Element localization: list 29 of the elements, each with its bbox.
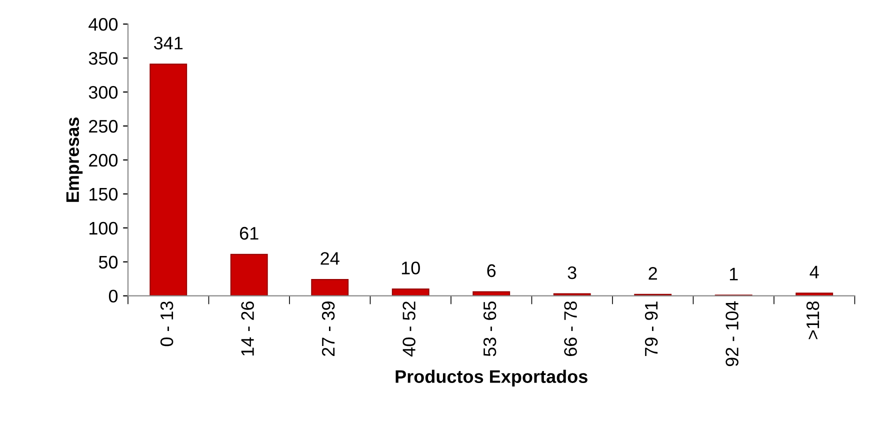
y-tick-label: 300 bbox=[88, 86, 118, 99]
x-tick-label: 14 - 26 bbox=[241, 301, 254, 356]
x-tick-label: 79 - 91 bbox=[644, 302, 658, 356]
data-label: 341 bbox=[154, 36, 183, 50]
y-tick-label: 250 bbox=[89, 120, 118, 133]
y-tick-label: 400 bbox=[88, 18, 118, 31]
x-tick-label: 27 - 39 bbox=[322, 302, 335, 356]
x-tick-label: 53 - 65 bbox=[483, 301, 496, 356]
x-axis-title: Productos Exportados bbox=[396, 370, 588, 387]
y-tick-label: 200 bbox=[89, 154, 118, 167]
data-label: 1 bbox=[730, 268, 738, 280]
data-label: 61 bbox=[240, 226, 258, 240]
x-tick-label: 92 - 104 bbox=[726, 301, 738, 366]
data-label: 4 bbox=[810, 266, 819, 278]
data-label: 3 bbox=[568, 266, 576, 280]
y-axis-title: Empresas bbox=[66, 118, 83, 202]
x-tick-label: 66 - 78 bbox=[564, 301, 577, 356]
y-tick-label: 50 bbox=[98, 256, 118, 269]
x-tick-label: 0 - 13 bbox=[160, 301, 174, 346]
y-tick-label: 150 bbox=[90, 188, 118, 201]
x-tick-label: 40 - 52 bbox=[402, 302, 416, 356]
y-tick-label: 350 bbox=[88, 52, 118, 65]
data-label: 10 bbox=[402, 262, 420, 274]
y-tick-label: 0 bbox=[108, 290, 118, 303]
data-label: 6 bbox=[487, 264, 496, 278]
data-label: 24 bbox=[320, 252, 340, 265]
data-label: 2 bbox=[648, 267, 657, 280]
x-tick-label: >118 bbox=[806, 301, 820, 340]
y-tick-label: 100 bbox=[90, 222, 118, 235]
